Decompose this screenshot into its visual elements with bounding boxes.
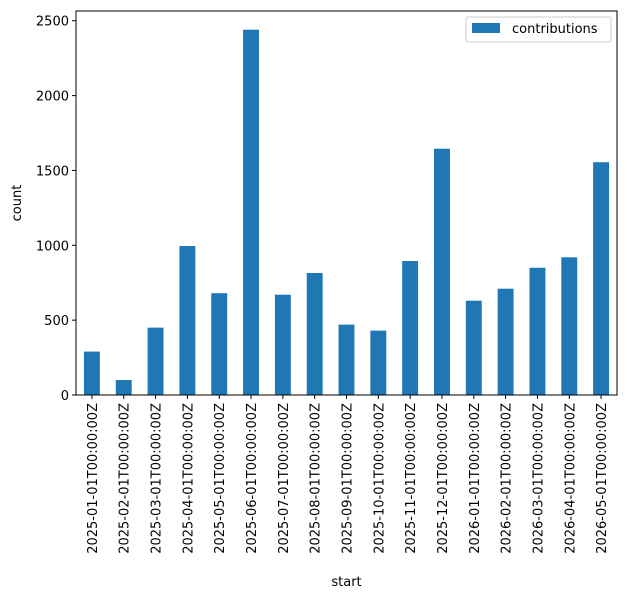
legend-box — [465, 16, 612, 43]
bar-2025-05-01T00:00:00Z — [211, 293, 228, 395]
x-axis-label: start — [331, 575, 361, 590]
plot-frame — [75, 10, 618, 396]
bar-2025-08-01T00:00:00Z — [306, 272, 323, 395]
x-tick-label: 2025-04-01T00:00:00Z — [181, 403, 196, 554]
bar-2025-04-01T00:00:00Z — [179, 246, 196, 395]
x-tick-label: 2025-05-01T00:00:00Z — [213, 403, 228, 554]
x-tick-label: 2025-01-01T00:00:00Z — [86, 403, 101, 554]
x-tick-label: 2026-02-01T00:00:00Z — [500, 403, 515, 554]
x-tick-label: 2025-03-01T00:00:00Z — [150, 403, 165, 554]
y-tick-label: 500 — [44, 314, 69, 329]
legend-label: contributions — [512, 22, 598, 37]
x-tick-label: 2025-02-01T00:00:00Z — [118, 403, 133, 554]
y-tick-label: 1000 — [36, 239, 69, 254]
bar-2026-03-01T00:00:00Z — [529, 267, 546, 395]
bar-2025-07-01T00:00:00Z — [274, 294, 291, 395]
bar-2025-02-01T00:00:00Z — [115, 380, 132, 395]
x-tick-label: 2025-08-01T00:00:00Z — [309, 403, 324, 554]
x-tick-label: 2025-12-01T00:00:00Z — [436, 403, 451, 554]
y-tick-label: 2000 — [36, 90, 69, 105]
bar-2026-04-01T00:00:00Z — [561, 257, 578, 395]
x-tick-label: 2025-09-01T00:00:00Z — [341, 403, 356, 554]
legend-swatch — [472, 23, 500, 33]
legend: contributions — [465, 16, 612, 43]
y-tick-label: 0 — [61, 389, 69, 404]
bar-2025-10-01T00:00:00Z — [370, 330, 387, 395]
y-axis-label: count — [10, 185, 25, 222]
bar-2026-02-01T00:00:00Z — [497, 288, 514, 395]
x-tick-label: 2025-11-01T00:00:00Z — [404, 403, 419, 554]
bar-2025-01-01T00:00:00Z — [83, 351, 100, 395]
bar-2025-09-01T00:00:00Z — [338, 324, 355, 395]
y-tick-label: 2500 — [36, 15, 69, 30]
y-axis-ticks: 0 500 1000 1500 2000 2500 — [36, 15, 76, 404]
x-tick-label: 2025-07-01T00:00:00Z — [277, 403, 292, 554]
x-tick-label: 2025-06-01T00:00:00Z — [245, 403, 260, 554]
bar-2025-03-01T00:00:00Z — [147, 327, 164, 395]
x-tick-label: 2026-03-01T00:00:00Z — [531, 403, 546, 554]
bar-2025-12-01T00:00:00Z — [434, 148, 450, 395]
bar-2026-01-01T00:00:00Z — [465, 300, 482, 395]
x-tick-label: 2026-05-01T00:00:00Z — [595, 403, 610, 554]
x-tick-label: 2025-10-01T00:00:00Z — [372, 403, 387, 554]
bars-group — [83, 29, 610, 396]
x-tick-label: 2026-04-01T00:00:00Z — [563, 403, 578, 554]
x-axis-ticks: 2025-01-01T00:00:00Z 2025-02-01T00:00:00Z… — [86, 395, 610, 554]
bar-2026-05-01T00:00:00Z — [593, 162, 610, 395]
x-tick-label: 2026-01-01T00:00:00Z — [468, 403, 483, 554]
y-tick-label: 1500 — [36, 164, 69, 179]
bar-2025-06-01T00:00:00Z — [243, 29, 259, 396]
bar-2025-11-01T00:00:00Z — [402, 261, 419, 395]
